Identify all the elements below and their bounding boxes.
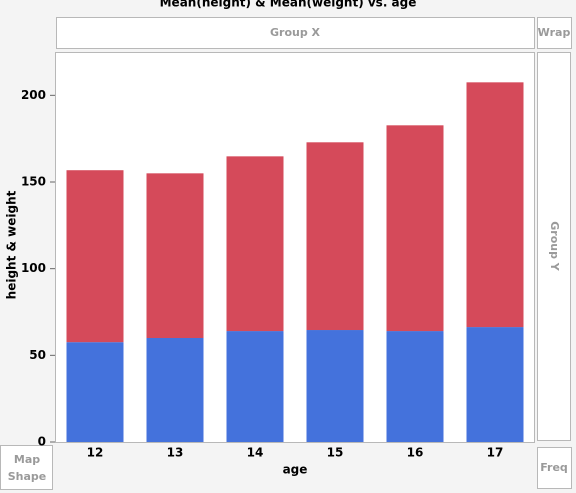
y-tick-label: 0 (38, 435, 46, 449)
freq-label: Freq (540, 461, 568, 474)
bar-segment (146, 338, 204, 442)
x-tick-label: 15 (327, 446, 344, 460)
bar-segment (386, 125, 444, 332)
bar-segment (66, 170, 124, 343)
map-shape-zone[interactable] (0, 445, 53, 490)
freq-zone[interactable] (537, 447, 572, 489)
group-x-zone[interactable] (56, 17, 535, 49)
bar-segment (66, 342, 124, 442)
y-tick-label: 50 (29, 348, 46, 362)
y-tick-label: 200 (21, 88, 46, 102)
bar-segment (226, 331, 284, 442)
y-axis-label: height & weight (5, 190, 19, 299)
bar-segment (466, 327, 524, 442)
bar-segment (226, 156, 284, 332)
group-y-zone[interactable] (537, 52, 571, 441)
plot-frame (55, 52, 535, 443)
y-tick-label: 150 (21, 175, 46, 189)
y-tick-label: 100 (21, 261, 46, 275)
x-tick-label: 16 (407, 446, 424, 460)
map-shape-label: Shape (8, 470, 47, 483)
x-tick-label: 13 (167, 446, 184, 460)
map-shape-label: Map (14, 453, 40, 466)
bar-segment (306, 330, 364, 442)
x-axis-label: age (283, 463, 308, 477)
bar-segment (386, 331, 444, 442)
bar-segment (146, 173, 204, 338)
x-tick-label: 12 (87, 446, 104, 460)
group-y-label: Group Y (548, 221, 561, 272)
wrap-zone[interactable] (537, 17, 572, 49)
wrap-label: Wrap (538, 26, 571, 39)
x-tick-label: 17 (487, 446, 504, 460)
bar-segment (306, 142, 364, 331)
group-x-label: Group X (270, 26, 321, 39)
x-tick-label: 14 (247, 446, 264, 460)
bar-segment (466, 82, 524, 328)
chart-title: Mean(height) & Mean(weight) vs. age (160, 0, 417, 10)
